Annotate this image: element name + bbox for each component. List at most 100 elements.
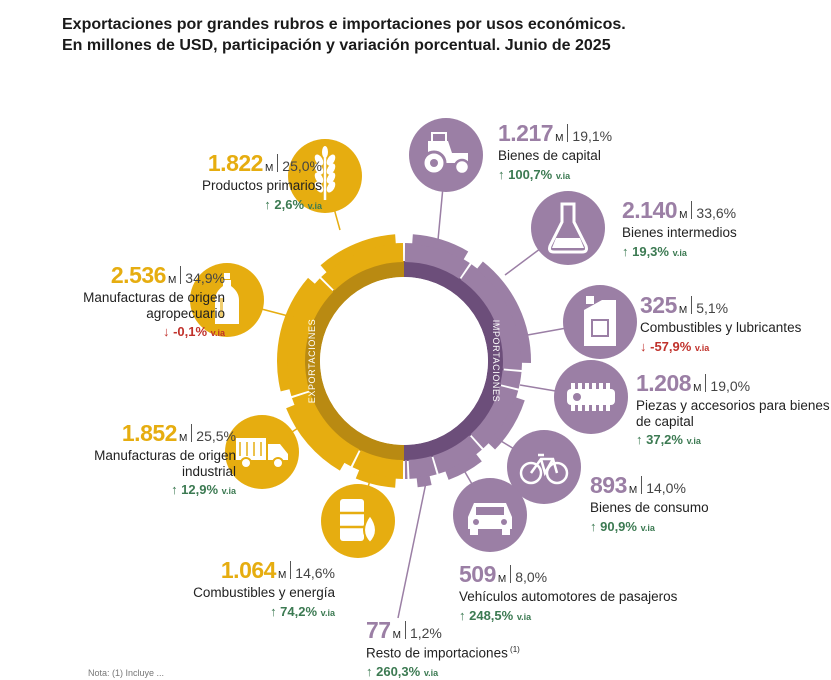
category-name: Productos primarios — [201, 178, 322, 194]
importaciones-label-2: 325 M 5,1% Combustibles y lubricantes ↓ -57,… — [640, 292, 830, 355]
variation: ↑ 248,5% v.ia — [459, 607, 532, 623]
unit: M — [628, 485, 638, 496]
importaciones-item-2 — [521, 285, 637, 359]
share: 14,0% — [646, 480, 686, 496]
exportaciones-item-3 — [321, 459, 395, 558]
title-line-1: Exportaciones por grandes rubros e impor… — [62, 16, 626, 33]
importaciones-item-6 — [397, 472, 429, 619]
importaciones-slice-5[interactable] — [408, 456, 437, 479]
category-name: Bienes de capital — [498, 148, 601, 164]
importaciones-slice-4[interactable] — [433, 435, 482, 474]
bottle-icon — [215, 273, 239, 324]
value: 1.208 — [636, 370, 692, 396]
importaciones-slice-3[interactable] — [470, 385, 519, 449]
variation: ↓ -0,1% v.ia — [162, 324, 225, 340]
category-name: Manufacturas de origen industrial — [94, 448, 236, 479]
exportaciones-label-2: 1.852 M 25,5% Manufacturas de origen indust… — [60, 420, 236, 498]
exportaciones-ring — [276, 234, 404, 488]
category-name: Combustibles y energía — [193, 585, 335, 601]
chart-title: Exportaciones por grandes rubros e impor… — [62, 14, 626, 56]
tractor-icon — [421, 132, 471, 176]
unit: M — [178, 433, 188, 444]
exportaciones-slice-tooth-3 — [355, 469, 396, 488]
share: 1,2% — [409, 625, 442, 641]
value: 509 — [459, 561, 496, 587]
exportaciones-label-0: 1.822 M 25,0% Productos primarios ↑ 2,6% v.i… — [150, 150, 322, 213]
share: 8,0% — [515, 569, 548, 585]
share: 19,1% — [572, 128, 613, 144]
exportaciones-label-1: 2.536 M 34,9% Manufacturas de origen agrope… — [55, 262, 225, 340]
category-name: Bienes intermedios — [622, 225, 737, 241]
share: 14,6% — [295, 565, 335, 581]
importaciones-item-1 — [504, 191, 605, 276]
value: 893 — [590, 472, 627, 498]
share: 34,9% — [185, 270, 225, 286]
importaciones-label-1: 2.140 M 33,6% Bienes intermedios ↑ 19,3% v.i… — [622, 197, 822, 260]
importaciones-inner-band — [404, 261, 504, 461]
unit: M — [277, 570, 287, 581]
exportaciones-label-3: 1.064 M 14,6% Combustibles y energía ↑ 74,2%… — [160, 557, 335, 620]
unit: M — [679, 210, 688, 221]
variation: ↑ 37,2% v.ia — [636, 432, 701, 448]
exportaciones-slice-tooth-1 — [276, 277, 316, 392]
importaciones-slice-1[interactable] — [460, 264, 522, 371]
unit: M — [497, 574, 507, 585]
importaciones-slice-tooth-4 — [445, 453, 482, 480]
share: 19,0% — [710, 378, 751, 394]
unit: M — [392, 630, 401, 641]
importaciones-slice-6[interactable] — [404, 459, 408, 479]
variation: ↑ 12,9% v.ia — [171, 482, 236, 498]
share: 33,6% — [696, 205, 737, 221]
importaciones-label-5: 509 M 8,0% Vehículos automotores de pasajer… — [459, 561, 699, 624]
variation: ↓ -57,9% v.ia — [640, 338, 710, 354]
value: 1.852 — [121, 420, 178, 446]
unit: M — [555, 133, 564, 144]
unit: M — [167, 275, 177, 286]
importaciones-label-6: 77 M 1,2% Resto de importaciones (1) ↑ 260,3… — [366, 617, 566, 680]
flask-icon-circle — [531, 191, 605, 265]
importaciones-label-0: 1.217 M 19,1% Bienes de capital ↑ 100,7% v.i… — [498, 120, 718, 183]
category-name: Bienes de consumo — [590, 500, 709, 516]
truck-icon — [236, 438, 288, 469]
importaciones-item-3 — [519, 360, 628, 434]
unit: M — [264, 163, 274, 174]
variation: ↑ 19,3% v.ia — [622, 243, 687, 259]
variation: ↑ 74,2% v.ia — [270, 603, 335, 619]
variation: ↑ 90,9% v.ia — [590, 518, 655, 534]
ring-label-importaciones: IMPORTACIONES — [491, 320, 501, 402]
exportaciones-inner-band — [304, 261, 404, 461]
importaciones-item-4 — [495, 430, 581, 504]
footnote: Nota: (1) Incluye ... — [88, 668, 165, 678]
title-line-2: En millones de USD, participación y vari… — [62, 37, 611, 54]
ring-label-exportaciones: EXPORTACIONES — [307, 319, 317, 404]
value: 2.140 — [622, 197, 678, 223]
unit: M — [693, 383, 702, 394]
share: 25,5% — [196, 428, 236, 444]
exportaciones-slice-2[interactable] — [291, 392, 360, 467]
importaciones-item-5 — [453, 459, 527, 552]
value: 2.536 — [110, 262, 167, 288]
value: 1.822 — [207, 150, 264, 176]
exportaciones-item-1 — [190, 263, 297, 337]
value: 1.217 — [498, 120, 554, 146]
importaciones-ring — [404, 234, 531, 488]
flask-icon — [548, 202, 588, 254]
share: 5,1% — [696, 300, 729, 316]
wheat-icon — [314, 146, 336, 200]
fuel-barrel-icon — [340, 499, 377, 545]
importaciones-item-0 — [409, 118, 483, 241]
variation: ↑ 100,7% v.ia — [498, 166, 571, 182]
value: 1.064 — [220, 557, 277, 583]
importaciones-slice-2[interactable] — [500, 370, 522, 389]
importaciones-slice-tooth-5 — [416, 475, 432, 488]
exportaciones-slice-0[interactable] — [321, 243, 404, 291]
variation: ↑ 2,6% v.ia — [264, 196, 322, 212]
importaciones-slice-0[interactable] — [404, 243, 470, 279]
exportaciones-slice-1[interactable] — [286, 278, 334, 397]
share: 25,0% — [282, 158, 322, 174]
importaciones-slice-tooth-3 — [487, 397, 525, 450]
exportaciones-item-0 — [288, 139, 362, 231]
category-name: Manufacturas de origen agropecuario — [83, 290, 225, 321]
category-name: Resto de importaciones (1) — [366, 645, 520, 661]
